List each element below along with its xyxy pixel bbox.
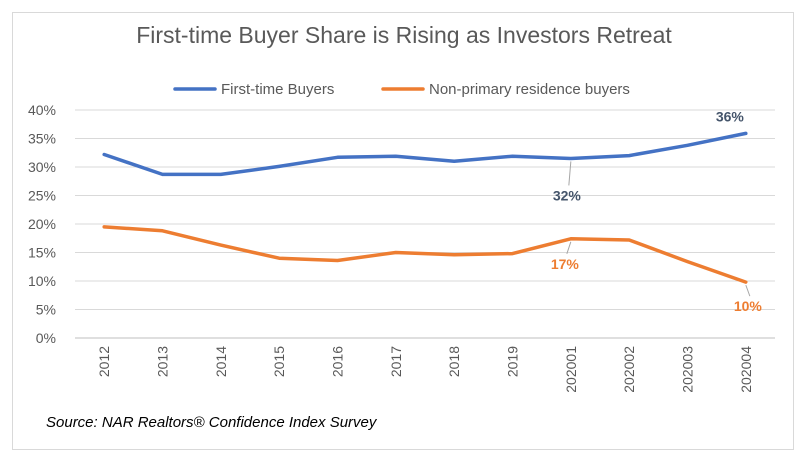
chart-title: First-time Buyer Share is Rising as Inve… (136, 22, 672, 48)
y-tick-label: 10% (28, 273, 56, 289)
series-line-first-time-buyers (102, 131, 748, 177)
x-tick-label: 202004 (738, 346, 754, 393)
data-label: 17% (551, 256, 580, 272)
x-tick-label: 2016 (330, 346, 346, 377)
y-tick-label: 30% (28, 159, 56, 175)
y-tick-label: 5% (36, 302, 56, 318)
y-tick-label: 25% (28, 188, 56, 204)
data-label: 10% (734, 298, 763, 314)
legend-label: First-time Buyers (221, 81, 334, 98)
x-tick-label: 2019 (505, 346, 521, 377)
annotation-leader (568, 161, 572, 186)
annotation-leader (566, 241, 572, 254)
y-tick-label: 35% (28, 131, 56, 147)
x-tick-label: 2014 (213, 346, 229, 377)
x-tick-label: 2017 (388, 346, 404, 377)
source-note: Source: NAR Realtors® Confidence Index S… (46, 414, 377, 431)
series-line-non-primary-buyers (102, 225, 748, 284)
x-tick-label: 2013 (155, 346, 171, 377)
y-tick-label: 40% (28, 102, 56, 118)
x-tick-label: 202003 (680, 346, 696, 393)
legend-label: Non-primary residence buyers (429, 81, 630, 98)
x-tick-label: 202001 (563, 346, 579, 393)
annotation-leader (745, 284, 751, 297)
y-tick-label: 20% (28, 216, 56, 232)
x-tick-label: 2015 (271, 346, 287, 377)
x-tick-label: 202002 (621, 346, 637, 393)
x-tick-label: 2018 (446, 346, 462, 377)
y-tick-label: 15% (28, 245, 56, 261)
x-tick-label: 2012 (96, 346, 112, 377)
data-label: 32% (553, 187, 582, 203)
data-label: 36% (716, 108, 745, 124)
y-tick-label: 0% (36, 330, 56, 346)
